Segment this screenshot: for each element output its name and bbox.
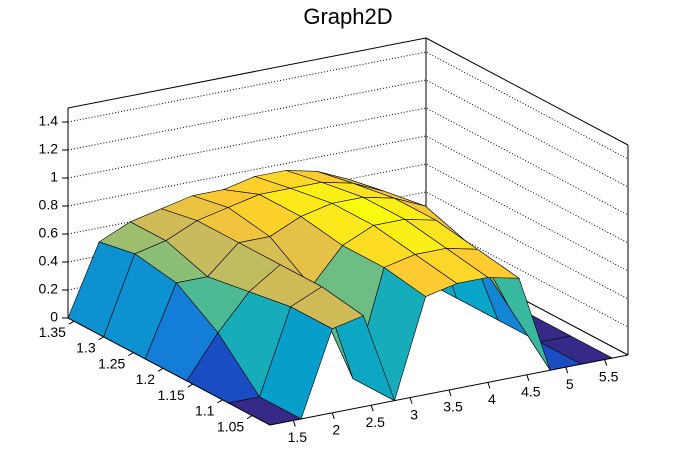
z-tick-label: 0.4 xyxy=(39,253,59,269)
z-tick-label: 0.6 xyxy=(39,225,59,241)
x-tick xyxy=(370,405,374,412)
y-tick xyxy=(187,383,194,388)
x-tick-label: 5.5 xyxy=(599,368,619,384)
x-tick xyxy=(448,389,452,397)
x-tick-label: 2.5 xyxy=(365,414,385,430)
y-tick xyxy=(98,336,104,341)
x-tick xyxy=(409,397,413,404)
chart-title: Graph2D xyxy=(303,4,392,29)
y-tick xyxy=(246,415,253,419)
y-tick-label: 1.3 xyxy=(76,340,96,356)
z-tick-label: 1.4 xyxy=(39,113,59,129)
y-axis xyxy=(67,317,271,426)
x-tick xyxy=(331,412,335,419)
y-tick-label: 1.35 xyxy=(39,324,66,340)
x-tick-label: 4 xyxy=(488,391,496,407)
x-tick-label: 1.5 xyxy=(288,429,308,445)
x-tick xyxy=(604,359,608,366)
y-tick-label: 1.2 xyxy=(136,371,156,387)
x-tick-label: 3 xyxy=(410,406,418,422)
box-edge xyxy=(67,37,427,109)
y-tick xyxy=(217,399,223,404)
y-tick xyxy=(157,367,164,372)
z-tick-label: 1 xyxy=(50,169,58,185)
y-tick-label: 1.15 xyxy=(158,387,185,403)
z-tick-label: 0.2 xyxy=(39,281,59,297)
x-tick-label: 3.5 xyxy=(443,399,463,415)
z-tick-label: 0.8 xyxy=(39,197,59,213)
y-tick-label: 1.25 xyxy=(98,355,125,371)
x-tick xyxy=(526,374,530,381)
y-tick xyxy=(128,352,134,357)
y-tick-label: 1.1 xyxy=(195,403,215,419)
x-tick-label: 5 xyxy=(566,376,574,392)
z-tick-label: 0 xyxy=(50,309,58,325)
y-tick xyxy=(68,320,75,325)
z-tick-label: 1.2 xyxy=(39,141,59,157)
box-edge xyxy=(425,37,629,146)
x-tick xyxy=(565,367,569,374)
x-tick-label: 4.5 xyxy=(521,383,541,399)
x-tick-label: 2 xyxy=(332,422,340,438)
x-tick xyxy=(487,382,491,389)
x-tick xyxy=(292,420,296,427)
y-tick-label: 1.05 xyxy=(217,418,244,434)
